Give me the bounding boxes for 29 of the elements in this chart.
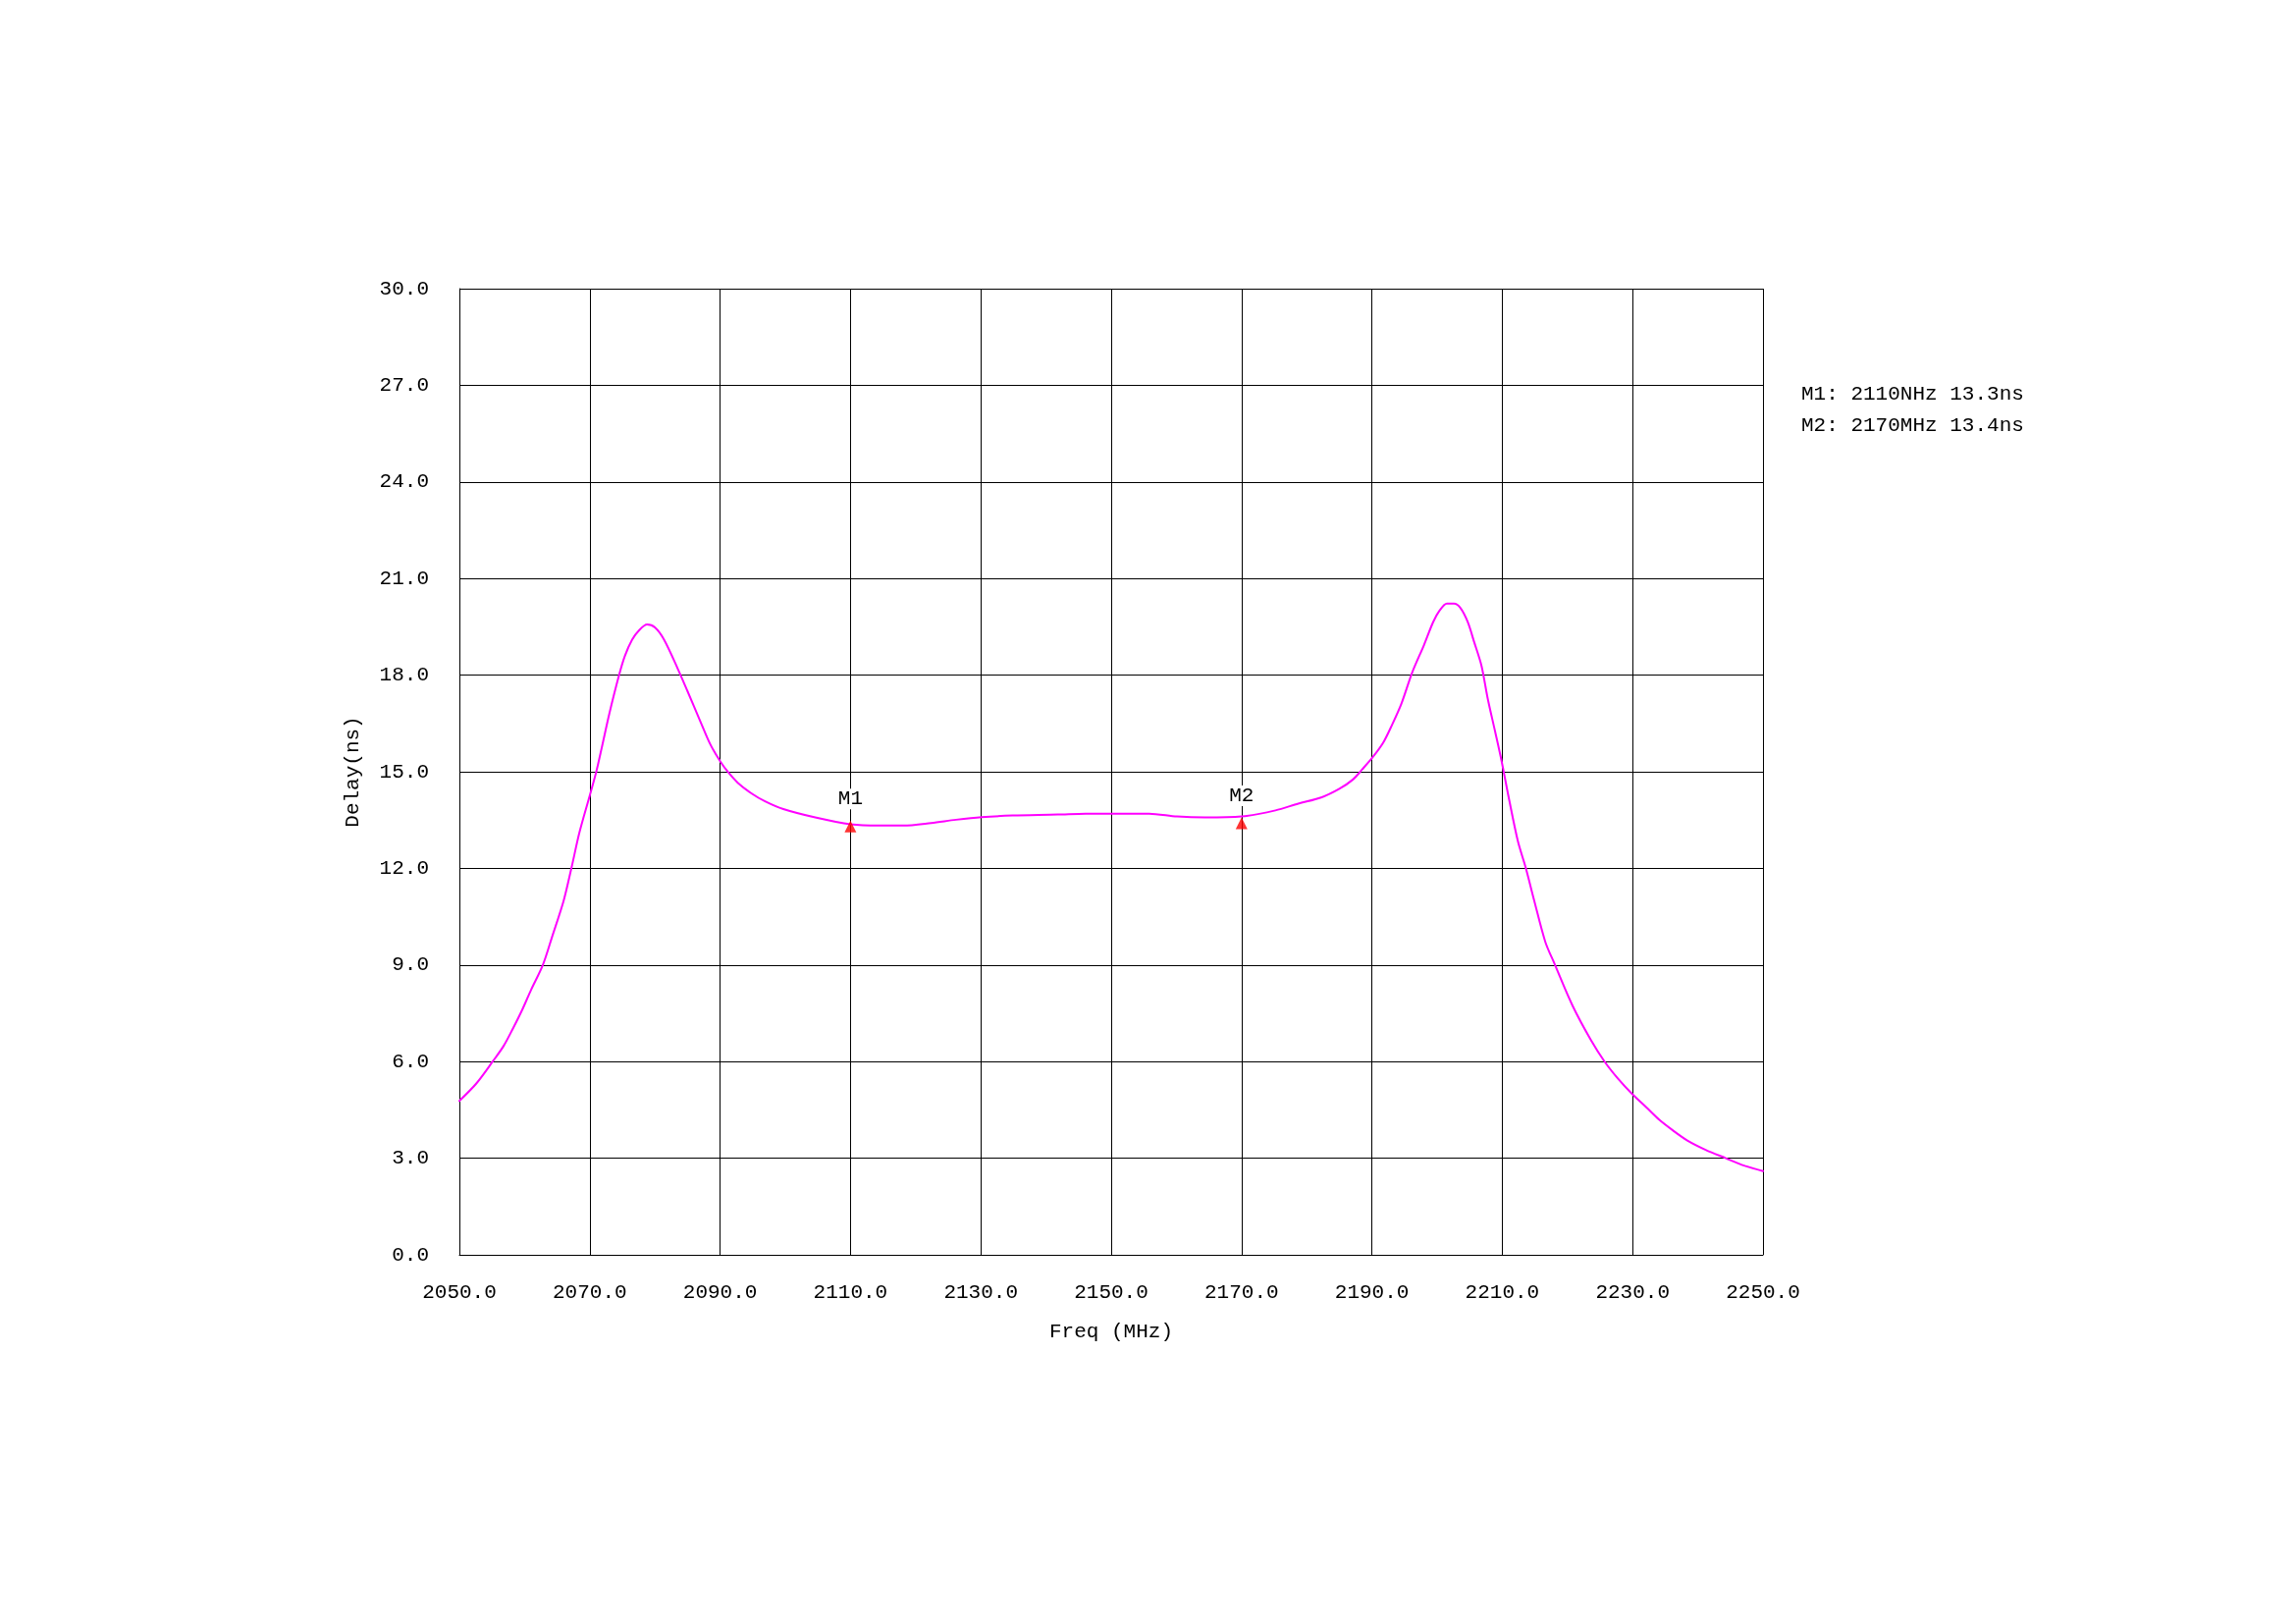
x-tick-label: 2050.0 <box>422 1281 497 1304</box>
y-tick-label: 15.0 <box>379 760 429 784</box>
y-tick-label: 24.0 <box>379 470 429 494</box>
y-tick-label: 3.0 <box>392 1147 429 1170</box>
x-tick-label: 2150.0 <box>1074 1281 1148 1304</box>
y-tick-label: 18.0 <box>379 664 429 687</box>
x-tick-label: 2090.0 <box>682 1281 758 1304</box>
y-tick-label: 21.0 <box>379 567 429 590</box>
y-tick-label: 27.0 <box>379 373 429 397</box>
line-series <box>458 602 1764 1172</box>
annotation: M2 <box>1229 784 1255 807</box>
y-tick-label: 0.0 <box>392 1243 429 1267</box>
x-tick-label: 2190.0 <box>1334 1281 1410 1304</box>
y-tick-label: 9.0 <box>392 953 429 977</box>
annotation: M1 <box>837 787 864 811</box>
text: M2: 2170MHz 13.4ns <box>1801 413 2024 437</box>
x-tick-label: 2230.0 <box>1595 1281 1671 1304</box>
x-tick-label: 2070.0 <box>552 1281 627 1304</box>
text: M1: 2110NHz 13.3ns <box>1801 382 2024 406</box>
x-tick-label: 2130.0 <box>943 1281 1019 1304</box>
y-tick-label: 6.0 <box>392 1050 429 1073</box>
x-tick-label: 2170.0 <box>1203 1281 1279 1304</box>
y-axis-title: Delay(ns) <box>342 716 364 828</box>
y-tick-label: 12.0 <box>379 856 429 880</box>
x-tick-label: 2210.0 <box>1465 1281 1540 1304</box>
x-axis-title: Freq (MHz) <box>1048 1321 1174 1343</box>
y-tick-label: 30.0 <box>379 277 429 300</box>
x-tick-label: 2250.0 <box>1726 1281 1800 1304</box>
x-tick-label: 2110.0 <box>813 1281 888 1304</box>
